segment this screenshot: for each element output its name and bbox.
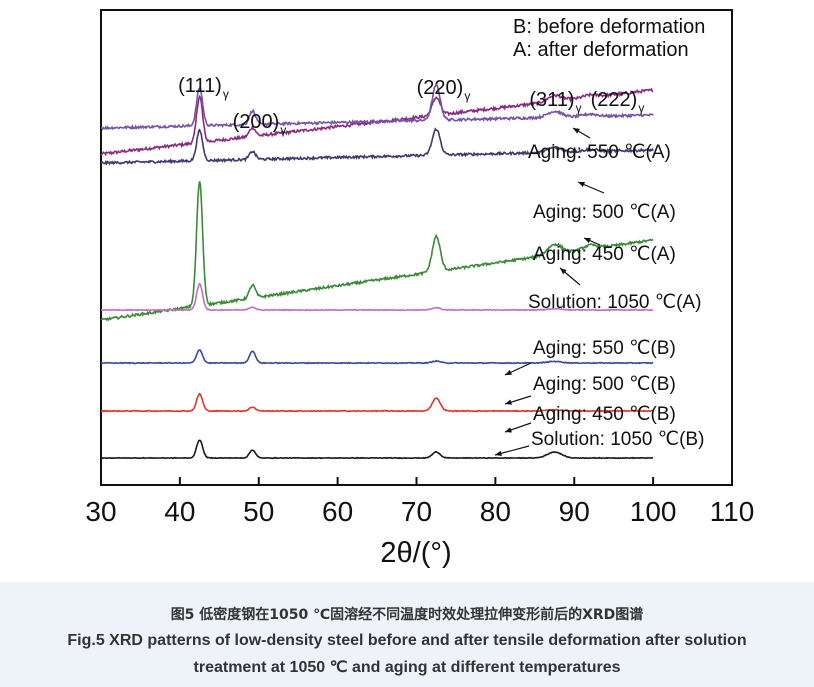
caption-english-line-2: treatment at 1050 ℃ and aging at differe… xyxy=(193,659,621,676)
x-axis-ticks: 30 40 50 60 70 80 90 100 110 xyxy=(85,477,754,527)
x-tick-label: 60 xyxy=(322,496,353,527)
x-axis-label: 2θ/(°) xyxy=(380,537,451,569)
peak-labels: (111) γ(200) γ(220) γ (311) γ (222) γ xyxy=(178,75,644,137)
series-label: Aging: 550 ℃(A) xyxy=(528,142,671,163)
series-labels: Aging: 550 ℃(A) Aging: 500 ℃(A) Aging: 450… xyxy=(494,127,704,456)
peak-phase-subscript: γ xyxy=(223,87,229,101)
x-tick-label: 30 xyxy=(85,496,116,527)
x-tick-label: 50 xyxy=(243,496,274,527)
figure-caption: 图5 低密度钢在1050 ℃固溶经不同温度时效处理拉伸变形前后的XRD图谱 Fi… xyxy=(0,582,814,687)
peak-label: (200) γ xyxy=(233,111,287,137)
series-label: Aging: 450 ℃(A) xyxy=(533,244,676,265)
peak-hkl: (222) xyxy=(591,89,638,111)
arrow-head xyxy=(495,450,502,456)
series-line xyxy=(100,439,654,460)
peak-label: (311) γ xyxy=(529,89,581,115)
series-line xyxy=(100,82,654,131)
peak-phase-subscript: γ xyxy=(464,89,470,103)
arrow-head xyxy=(505,427,512,433)
arrow-head xyxy=(505,399,512,405)
series-label: Solution: 1050 ℃(A) xyxy=(528,292,701,313)
series-label: Aging: 500 ℃(B) xyxy=(533,374,676,395)
arrow-head xyxy=(573,128,580,134)
series-line xyxy=(100,282,654,312)
legend-line-2: A: after deformation xyxy=(513,39,689,61)
x-tick-label: 110 xyxy=(710,496,755,527)
arrow-head xyxy=(578,182,585,188)
arrow-head xyxy=(584,238,591,244)
arrow-head xyxy=(505,369,512,375)
series-label: Aging: 550 ℃(B) xyxy=(533,338,676,359)
peak-label: (220) γ xyxy=(417,77,471,103)
arrow-head xyxy=(560,268,567,275)
caption-chinese: 图5 低密度钢在1050 ℃固溶经不同温度时效处理拉伸变形前后的XRD图谱 xyxy=(170,607,644,623)
series-line xyxy=(100,392,654,413)
x-tick-label: 100 xyxy=(630,496,677,527)
x-tick-label: 40 xyxy=(164,496,195,527)
x-tick-label: 80 xyxy=(480,496,511,527)
caption-english-line-1: Fig.5 XRD patterns of low-density steel … xyxy=(67,632,747,649)
series-label: Solution: 1050 ℃(B) xyxy=(531,429,704,450)
x-tick-label: 70 xyxy=(401,496,432,527)
series-line xyxy=(100,181,654,322)
peak-phase-subscript: γ xyxy=(638,101,644,115)
series-line xyxy=(100,127,654,166)
series-group xyxy=(100,82,654,460)
series-label: Aging: 450 ℃(B) xyxy=(533,404,676,425)
peak-hkl: (311) xyxy=(529,89,574,111)
peak-phase-subscript: γ xyxy=(576,101,582,115)
peak-hkl: (200) xyxy=(233,111,280,133)
peak-hkl: (111) xyxy=(178,75,222,97)
series-label: Aging: 500 ℃(A) xyxy=(533,202,676,223)
peak-hkl: (220) xyxy=(417,77,464,99)
peak-label: (111) γ xyxy=(178,75,229,101)
x-tick-label: 90 xyxy=(559,496,590,527)
peak-phase-subscript: γ xyxy=(280,123,286,137)
xrd-chart: 30 40 50 60 70 80 90 100 110 (111) γ(200) γ(220) γ(… xyxy=(85,9,754,569)
legend-line-1: B: before deformation xyxy=(513,16,705,38)
peak-label: (222) γ xyxy=(591,89,645,115)
series-line xyxy=(100,349,654,365)
